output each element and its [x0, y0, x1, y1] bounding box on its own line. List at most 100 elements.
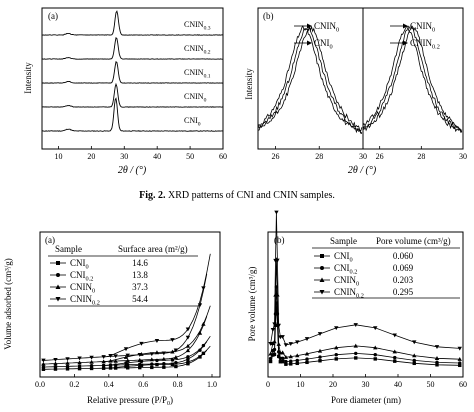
bet-a-series-adsorption — [41, 316, 208, 365]
bet-a-marker — [53, 357, 58, 362]
bet-a-marker — [53, 367, 58, 371]
bet-a-marker — [173, 355, 179, 360]
bet-a-marker — [125, 358, 130, 363]
bet-a-table-marker — [56, 261, 60, 265]
bet-a-marker — [108, 358, 113, 363]
bet-a-marker — [138, 365, 142, 370]
pore-b-marker — [373, 345, 378, 350]
bet-a-marker — [125, 353, 130, 358]
pore-b-marker — [295, 361, 299, 366]
pore-b-marker — [284, 362, 288, 366]
pore-b-marker — [272, 339, 277, 344]
bet-a-marker — [197, 303, 203, 308]
xrd-b-frame — [257, 7, 464, 150]
bet-a-marker — [173, 348, 179, 353]
bet-a-marker — [65, 360, 70, 365]
bet-a-marker — [154, 339, 160, 343]
bet-a-marker — [185, 335, 191, 340]
pore-b-xlabel: Pore diameter (nm) — [331, 395, 401, 405]
figure-caption: Fig. 2. XRD patterns of CNI and CNIN sam… — [139, 190, 335, 201]
bet-a-marker — [137, 357, 142, 362]
pore-b-table-value: 0.069 — [393, 263, 414, 273]
xrd-a-xtick-label: 50 — [186, 152, 194, 161]
pore-b-marker — [354, 351, 358, 356]
xrd-a-xtick-label: 30 — [120, 152, 128, 161]
bet-a-marker — [138, 362, 142, 367]
pore-b-marker — [318, 355, 322, 359]
pore-b-marker — [270, 327, 276, 332]
xrd-b-legend-arrowhead — [403, 40, 408, 46]
pore-b-panel-label: (b) — [274, 235, 285, 245]
pore-b-table-marker — [320, 254, 324, 258]
xrd-a-xtick-label: 60 — [219, 152, 227, 161]
bet-a-table-value: 37.3 — [132, 282, 148, 292]
bet-a-marker — [89, 366, 94, 371]
bet-a-marker — [197, 330, 203, 335]
bet-a-marker — [150, 365, 154, 370]
xrd-b-ylabel: Intensity — [244, 68, 254, 100]
pore-b-table-value: 0.203 — [393, 275, 414, 285]
pore-b-marker — [275, 292, 280, 297]
bet-a-marker — [113, 366, 118, 370]
bet-a-marker — [41, 361, 46, 366]
pore-b-xtick-label: 60 — [459, 380, 467, 389]
bet-a-xtick-label: 0.6 — [138, 380, 148, 389]
xrd-a-series-label: CNIN0 — [184, 92, 207, 103]
pore-b-marker — [434, 356, 440, 360]
pore-b-marker — [317, 348, 323, 353]
pore-b-marker — [412, 361, 416, 366]
bet-a-marker — [77, 360, 82, 365]
xrd-b-xtick-label: 26 — [272, 152, 280, 161]
xrd-b-xtick-label: 30 — [359, 152, 367, 161]
bet-a-marker — [186, 362, 190, 366]
bet-a-marker — [161, 351, 167, 356]
xrd-a-frame — [41, 7, 224, 150]
xrd-b-xtick-label: 28 — [417, 152, 425, 161]
bet-a-marker — [123, 354, 129, 359]
pore-b-marker — [334, 352, 338, 357]
pore-b-marker — [283, 343, 289, 348]
pore-b-marker — [268, 342, 273, 346]
xrd-b-legend-arrowhead — [307, 23, 312, 29]
bet-a-marker — [101, 355, 106, 359]
bet-a-marker — [150, 362, 154, 366]
xrd-a-ylabel: Intensity — [23, 62, 33, 94]
bet-a-marker — [186, 355, 190, 359]
pore-b-marker — [457, 356, 462, 361]
bet-a-table-marker — [55, 297, 61, 302]
pore-b-marker — [317, 332, 323, 337]
pore-b-series-line — [270, 303, 460, 366]
xrd-a-series-line — [41, 97, 224, 132]
pore-b-marker — [272, 347, 277, 352]
bet-a-marker — [101, 359, 106, 364]
bet-a-marker — [53, 361, 58, 366]
pore-b-marker — [412, 340, 417, 345]
pore-b-marker — [289, 362, 293, 366]
bet-a-marker — [170, 338, 175, 342]
pore-b-series-line — [270, 259, 460, 360]
pore-b-marker — [274, 301, 279, 305]
pore-b-marker — [457, 346, 462, 351]
bet-a-marker — [65, 364, 70, 369]
pore-b-marker — [412, 353, 417, 358]
pore-b-marker — [268, 359, 273, 364]
pore-b-marker — [334, 345, 339, 350]
bet-a-marker — [108, 366, 113, 370]
bet-a-marker — [108, 354, 113, 358]
pore-b-marker — [275, 258, 280, 263]
bet-a-xtick-label: 0.2 — [69, 380, 79, 389]
pore-b-table-sample: CNIN0 — [334, 275, 359, 288]
bet-a-xtick-label: 1.0 — [207, 380, 217, 389]
bet-a-marker — [53, 365, 58, 369]
xrd-b-series-line — [362, 25, 463, 134]
pore-b-xtick-label: 0 — [266, 380, 270, 389]
bet-a-marker — [174, 361, 178, 365]
pore-b-ylabel: Pore volume (cm³/g) — [247, 267, 257, 342]
pore-b-marker — [295, 340, 300, 345]
pore-b-series-line — [270, 212, 460, 349]
pore-b-marker — [280, 350, 285, 355]
pore-b-marker — [392, 349, 397, 354]
bet-a-marker — [198, 355, 202, 359]
pore-b-marker — [392, 333, 397, 338]
bet-a-marker — [77, 366, 82, 371]
